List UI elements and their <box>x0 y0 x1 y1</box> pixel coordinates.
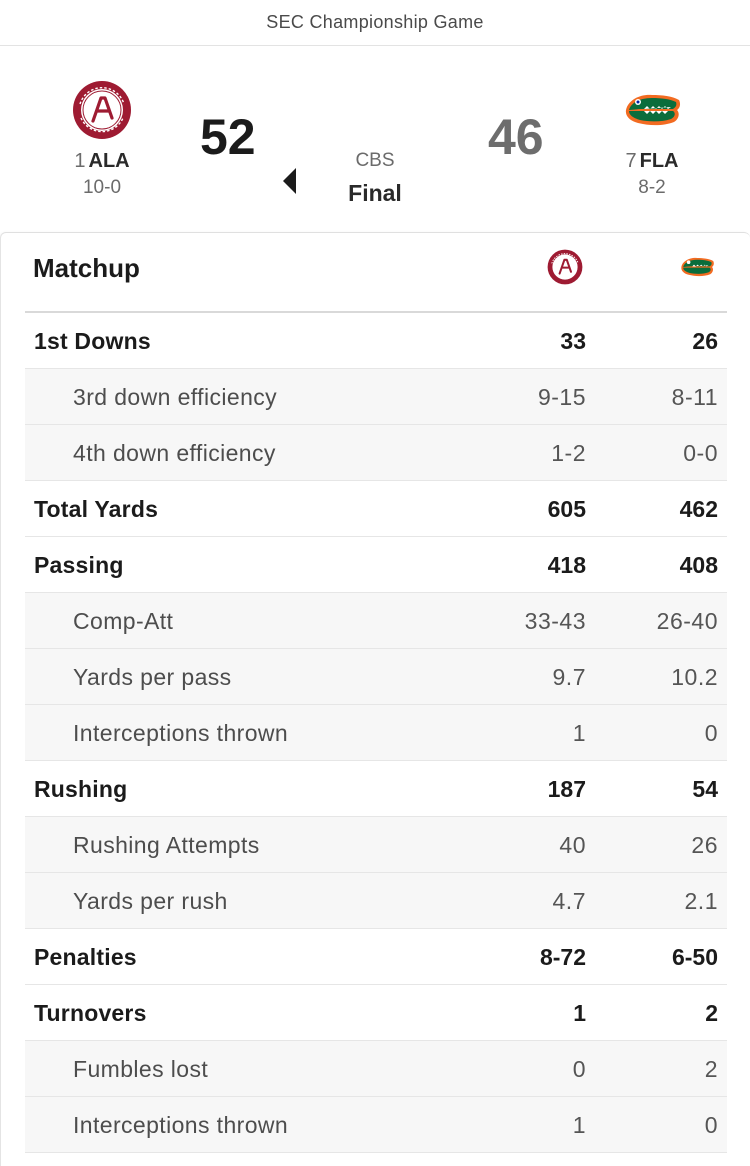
home-stat-value: 187 <box>547 776 586 802</box>
stat-subrow: Interceptions thrown 1 0 <box>25 705 727 761</box>
away-stat-value: 10.2 <box>671 664 718 690</box>
home-stat-value: 33 <box>560 328 586 354</box>
away-team[interactable]: 7 FLA 8-2 <box>592 80 712 199</box>
stat-subrow: Fumbles lost 0 2 <box>25 1041 727 1097</box>
home-stat-value: 8-72 <box>539 944 586 970</box>
home-stat-value: 33-43 <box>524 608 586 634</box>
away-stat-value: 6-50 <box>671 944 718 970</box>
stat-row: Turnovers 1 2 <box>25 985 727 1041</box>
stat-label: Fumbles lost <box>73 1056 209 1082</box>
away-stat-value: 26 <box>691 832 718 858</box>
away-stat-value: 462 <box>679 496 718 522</box>
away-stat-value: 408 <box>679 552 718 578</box>
stat-subrow: 3rd down efficiency 9-15 8-11 <box>25 369 727 425</box>
home-stat-value: 9.7 <box>552 664 586 690</box>
stat-subrow: Rushing Attempts 40 26 <box>25 817 727 873</box>
away-stat-value: 2 <box>704 1056 718 1082</box>
stat-row: Penalties 8-72 6-50 <box>25 929 727 985</box>
home-stat-value: 0 <box>572 1056 586 1082</box>
alabama-logo-icon <box>73 81 131 139</box>
away-score: 46 <box>488 109 544 165</box>
stat-label: 4th down efficiency <box>73 440 276 466</box>
stat-subrow: Comp-Att 33-43 26-40 <box>25 593 727 649</box>
away-stat-value: 2.1 <box>684 888 718 914</box>
alabama-logo-icon <box>547 249 583 285</box>
scoreboard: 1 ALA 10-0 52 CBS Final 46 7 FLA 8-2 <box>0 46 750 232</box>
home-stat-value: 4.7 <box>552 888 586 914</box>
stat-label: 1st Downs <box>34 328 151 354</box>
away-stat-value: 0 <box>704 720 718 746</box>
gators-logo-icon <box>681 257 714 277</box>
stat-subrow: Yards per rush 4.7 2.1 <box>25 873 727 929</box>
stat-label: Total Yards <box>34 496 159 522</box>
home-score: 52 <box>200 109 256 165</box>
home-stat-value: 1-2 <box>551 440 586 466</box>
stat-label: 3rd down efficiency <box>73 384 278 410</box>
matchup-stats-table: 1st Downs 33 26 3rd down efficiency 9-15 8-11… <box>25 313 727 1153</box>
home-stat-value: 1 <box>572 1112 586 1138</box>
home-record: 10-0 <box>82 177 122 198</box>
stat-label: Rushing <box>34 776 128 802</box>
home-stat-value: 1 <box>572 720 586 746</box>
game-title-bar: SEC Championship Game <box>0 0 750 46</box>
matchup-card: Matchup 1st Downs 33 26 3rd down efficiency… <box>0 232 750 1166</box>
stat-label: Interceptions thrown <box>73 1112 289 1138</box>
home-stat-value: 605 <box>547 496 586 522</box>
gators-logo-icon <box>625 94 681 126</box>
away-rank: 7 <box>625 150 637 172</box>
stat-row: Total Yards 605 462 <box>25 481 727 537</box>
stat-row: Passing 418 408 <box>25 537 727 593</box>
away-stat-value: 8-11 <box>671 384 718 410</box>
home-abbr: ALA <box>88 150 130 172</box>
winner-arrow-icon <box>283 168 296 194</box>
home-stat-value: 418 <box>547 552 586 578</box>
away-stat-value: 26 <box>692 328 718 354</box>
matchup-header: Matchup <box>25 233 727 313</box>
stat-label: Comp-Att <box>73 608 174 634</box>
stat-subrow: Yards per pass 9.7 10.2 <box>25 649 727 705</box>
away-stat-value: 0 <box>704 1112 718 1138</box>
stat-row: 1st Downs 33 26 <box>25 313 727 369</box>
away-record: 8-2 <box>638 177 666 198</box>
home-team-name: 1 ALA <box>42 150 162 173</box>
stat-label: Penalties <box>34 944 137 970</box>
stat-subrow: Interceptions thrown 1 0 <box>25 1097 727 1153</box>
away-team-name: 7 FLA <box>592 150 712 173</box>
home-team[interactable]: 1 ALA 10-0 <box>42 80 162 199</box>
away-abbr: FLA <box>639 150 679 172</box>
matchup-title: Matchup <box>33 253 140 283</box>
away-stat-value: 54 <box>692 776 718 802</box>
away-stat-value: 2 <box>705 1000 718 1026</box>
game-title: SEC Championship Game <box>266 12 484 32</box>
stat-row: Rushing 187 54 <box>25 761 727 817</box>
stat-label: Passing <box>34 552 124 578</box>
stat-label: Rushing Attempts <box>73 832 260 858</box>
stat-label: Interceptions thrown <box>73 720 289 746</box>
home-stat-value: 9-15 <box>537 384 586 410</box>
home-stat-value: 40 <box>559 832 586 858</box>
away-stat-value: 0-0 <box>683 440 718 466</box>
game-status: CBS Final <box>300 150 450 207</box>
home-stat-value: 1 <box>573 1000 586 1026</box>
away-stat-value: 26-40 <box>656 608 718 634</box>
home-rank: 1 <box>74 150 86 172</box>
stat-label: Yards per rush <box>73 888 228 914</box>
stat-subrow: 4th down efficiency 1-2 0-0 <box>25 425 727 481</box>
broadcast-network: CBS <box>355 150 395 171</box>
stat-label: Yards per pass <box>73 664 232 690</box>
stat-label: Turnovers <box>34 1000 147 1026</box>
game-final-status: Final <box>348 180 402 206</box>
